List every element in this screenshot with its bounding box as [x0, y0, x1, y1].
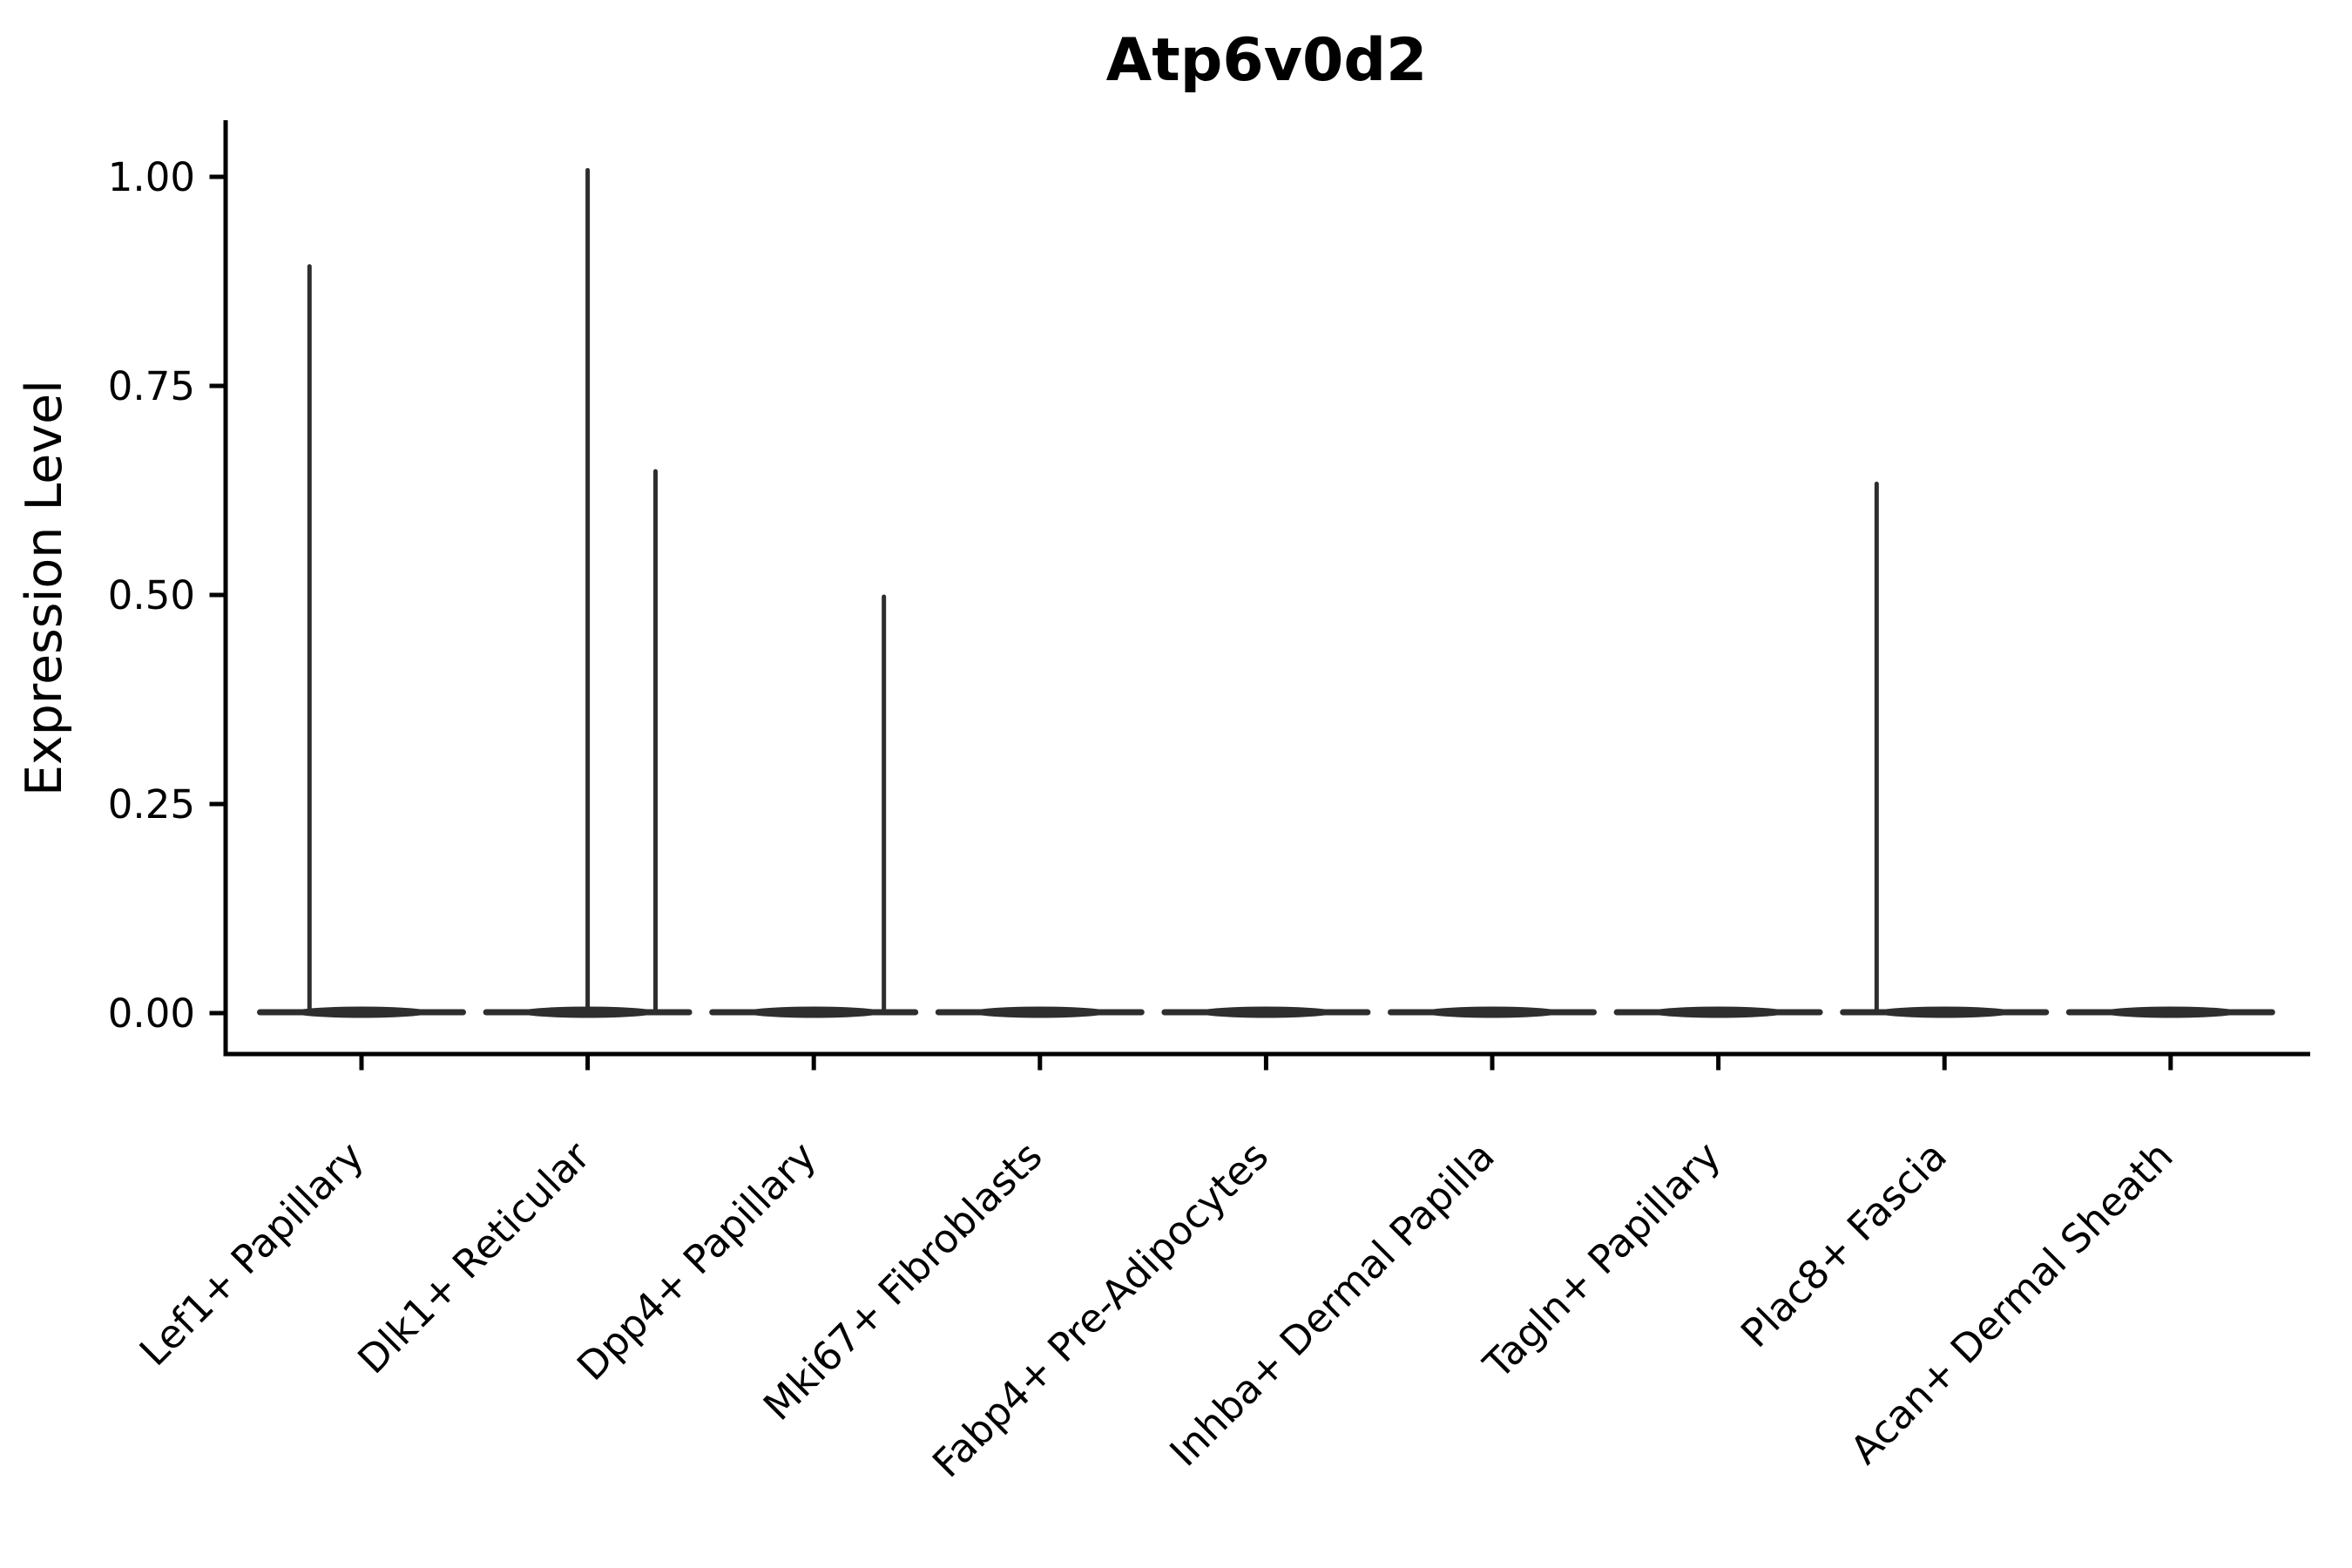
x-tick-label: Tagln+ Papillary: [1474, 1132, 1729, 1388]
violin: [1388, 1006, 1597, 1018]
x-tick-label: Plac8+ Fascia: [1732, 1132, 1956, 1356]
x-tick-label: Lef1+ Papillary: [131, 1132, 373, 1375]
violin-body-bulge: [1196, 1006, 1336, 1018]
y-tick-label: 0.25: [108, 781, 195, 828]
violin-body-bulge: [1875, 1006, 2015, 1018]
violin: [257, 264, 466, 1018]
violin: [1840, 481, 2050, 1018]
violin-body-bulge: [2100, 1006, 2240, 1018]
violin-body-bulge: [292, 1006, 431, 1018]
axes-layer: 0.00 0.25 0.50 0.75 1.00 Lef1+ PapillaryDlk1+…: [108, 120, 2310, 1486]
violin-body-bulge: [744, 1006, 884, 1018]
chart-title: Atp6v0d2: [1106, 26, 1428, 95]
violin: [483, 167, 693, 1018]
violin-body-bulge: [970, 1006, 1110, 1018]
violin: [935, 1006, 1145, 1018]
y-tick-label: 0.75: [108, 363, 195, 409]
x-tick-label: Dpp4+ Papillary: [568, 1132, 825, 1389]
violins-layer: [257, 167, 2275, 1018]
violin-body-bulge: [1648, 1006, 1788, 1018]
violin: [1161, 1006, 1371, 1018]
y-tick-label: 0.00: [108, 990, 195, 1037]
violin-body-bulge: [1423, 1006, 1562, 1018]
y-axis-label: Expression Level: [16, 380, 73, 796]
y-tick-label: 0.50: [108, 572, 195, 618]
violin: [709, 594, 919, 1018]
x-tick-label: Dlk1+ Reticular: [348, 1132, 598, 1382]
violin: [2065, 1006, 2275, 1018]
violin: [1613, 1006, 1823, 1018]
y-tick-label: 1.00: [108, 154, 195, 200]
